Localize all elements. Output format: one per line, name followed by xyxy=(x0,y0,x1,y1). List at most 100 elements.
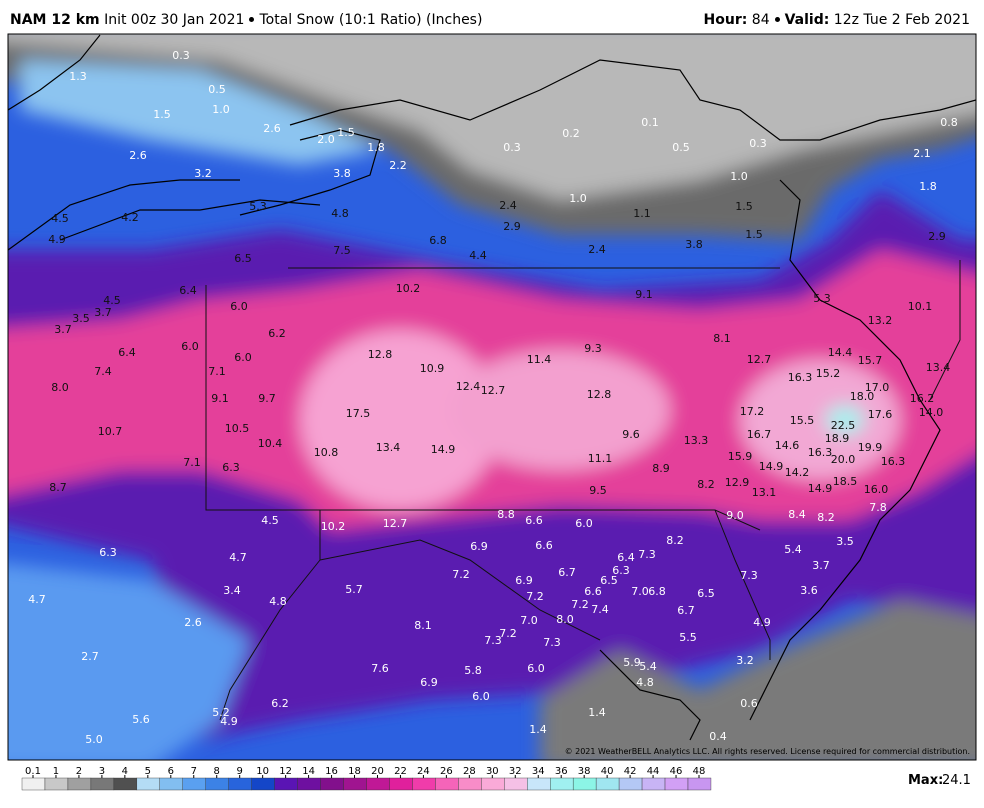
snow-label: 12.7 xyxy=(747,353,772,366)
snow-label: 10.8 xyxy=(314,446,339,459)
snow-label: 12.7 xyxy=(481,384,506,397)
snow-label: 4.7 xyxy=(28,593,46,606)
snow-label: 10.1 xyxy=(908,300,933,313)
snow-label: 18.5 xyxy=(833,475,858,488)
colorbar-swatch xyxy=(159,777,183,791)
snow-label: 16.0 xyxy=(864,483,889,496)
colorbar-swatch xyxy=(527,777,551,791)
snow-label: 10.2 xyxy=(396,282,421,295)
snow-label: 1.0 xyxy=(730,170,748,183)
snow-label: 12.8 xyxy=(587,388,612,401)
snow-label: 5.3 xyxy=(813,292,831,305)
colorbar-swatch xyxy=(21,777,46,791)
snow-label: 20.0 xyxy=(831,453,856,466)
snow-label: 10.4 xyxy=(258,437,283,450)
snow-label: 13.2 xyxy=(868,314,893,327)
colorbar-label: 16 xyxy=(325,766,338,777)
colorbar-swatch xyxy=(90,777,115,791)
separator xyxy=(249,17,255,22)
colorbar-swatch xyxy=(228,777,252,791)
snow-label: 6.7 xyxy=(558,566,576,579)
colorbar-label: 1 xyxy=(53,766,59,777)
snow-label: 7.1 xyxy=(208,365,226,378)
snow-label: 4.8 xyxy=(636,676,654,689)
snow-label: 16.3 xyxy=(808,446,833,459)
snow-label: 18.9 xyxy=(825,432,850,445)
colorbar-label: 40 xyxy=(601,766,614,777)
snow-label: 17.0 xyxy=(865,381,890,394)
colorbar-swatch xyxy=(550,777,574,791)
snow-label: 7.0 xyxy=(631,585,649,598)
snow-label: 6.0 xyxy=(472,690,490,703)
hour: 84 xyxy=(751,12,770,28)
snow-label: 1.5 xyxy=(337,126,355,139)
snow-label: 10.5 xyxy=(225,422,250,435)
init: Init 00z 30 Jan 2021 xyxy=(104,12,245,28)
snow-label: 5.4 xyxy=(784,543,802,556)
colorbar-label: 28 xyxy=(463,766,476,777)
colorbar-label: 8 xyxy=(214,766,220,777)
snow-label: 7.2 xyxy=(499,627,517,640)
snow-label: 9.3 xyxy=(584,342,602,355)
snow-label: 1.8 xyxy=(367,141,385,154)
snow-label: 14.4 xyxy=(828,346,853,359)
snow-label: 16.7 xyxy=(747,428,772,441)
snow-label: 5.4 xyxy=(639,660,657,673)
snow-label: 10.2 xyxy=(321,520,346,533)
snow-label: 6.2 xyxy=(271,697,289,710)
snow-label: 7.8 xyxy=(869,501,887,514)
snow-label: 2.6 xyxy=(184,616,202,629)
colorbar-label: 7 xyxy=(191,766,197,777)
snow-label: 2.9 xyxy=(928,230,946,243)
colorbar-label: 4 xyxy=(122,766,128,777)
snow-label: 0.8 xyxy=(940,116,958,129)
header-left: NAM 12 km Init 00z 30 Jan 2021 Total Snow… xyxy=(10,12,482,28)
snow-label: 7.0 xyxy=(520,614,538,627)
snow-label: 6.3 xyxy=(612,564,630,577)
snow-label: 1.8 xyxy=(919,180,937,193)
snow-label: 6.9 xyxy=(420,676,438,689)
colorbar-label: 18 xyxy=(348,766,361,777)
snow-label: 8.0 xyxy=(51,381,69,394)
snow-label: 7.3 xyxy=(484,634,502,647)
snow-label: 7.3 xyxy=(740,569,758,582)
colorbar-swatch xyxy=(435,777,459,791)
snow-label: 1.4 xyxy=(588,706,606,719)
model: NAM 12 km xyxy=(10,12,100,28)
snow-label: 3.5 xyxy=(72,312,90,325)
snow-label: 4.5 xyxy=(103,294,121,307)
snow-label: 2.4 xyxy=(588,243,606,256)
hour-label: Hour: xyxy=(703,12,748,28)
snow-label: 0.3 xyxy=(172,49,190,62)
colorbar-swatch xyxy=(504,777,528,791)
colorbar-label: 22 xyxy=(394,766,407,777)
snow-label: 2.2 xyxy=(389,159,407,172)
snow-label: 8.1 xyxy=(713,332,731,345)
snow-label: 8.1 xyxy=(414,619,432,632)
colorbar-label: 3 xyxy=(99,766,105,777)
snow-label: 1.0 xyxy=(212,103,230,116)
colorbar-swatch xyxy=(251,777,275,791)
valid: 12z Tue 2 Feb 2021 xyxy=(833,12,970,28)
snow-label: 3.4 xyxy=(223,584,241,597)
snow-label: 15.7 xyxy=(858,354,883,367)
snow-label: 6.9 xyxy=(515,574,533,587)
snow-label: 2.7 xyxy=(81,650,99,663)
colorbar-label: 30 xyxy=(486,766,499,777)
snow-label: 4.7 xyxy=(229,551,247,564)
header-right: Hour: 84 Valid: 12z Tue 2 Feb 2021 xyxy=(704,12,970,28)
colorbar-swatch xyxy=(205,777,229,791)
snow-label: 7.2 xyxy=(452,568,470,581)
snow-label: 6.8 xyxy=(648,585,666,598)
snow-label: 14.6 xyxy=(775,439,800,452)
snow-label: 1.5 xyxy=(745,228,763,241)
snow-label: 13.1 xyxy=(752,486,777,499)
colorbar-label: 38 xyxy=(578,766,591,777)
snow-label: 0.3 xyxy=(503,141,521,154)
snow-label: 3.2 xyxy=(194,167,212,180)
snow-label: 6.5 xyxy=(234,252,252,265)
colorbar-label: 42 xyxy=(624,766,637,777)
colorbar-swatch xyxy=(182,777,206,791)
snow-label: 3.2 xyxy=(736,654,754,667)
snow-label: 8.7 xyxy=(49,481,67,494)
